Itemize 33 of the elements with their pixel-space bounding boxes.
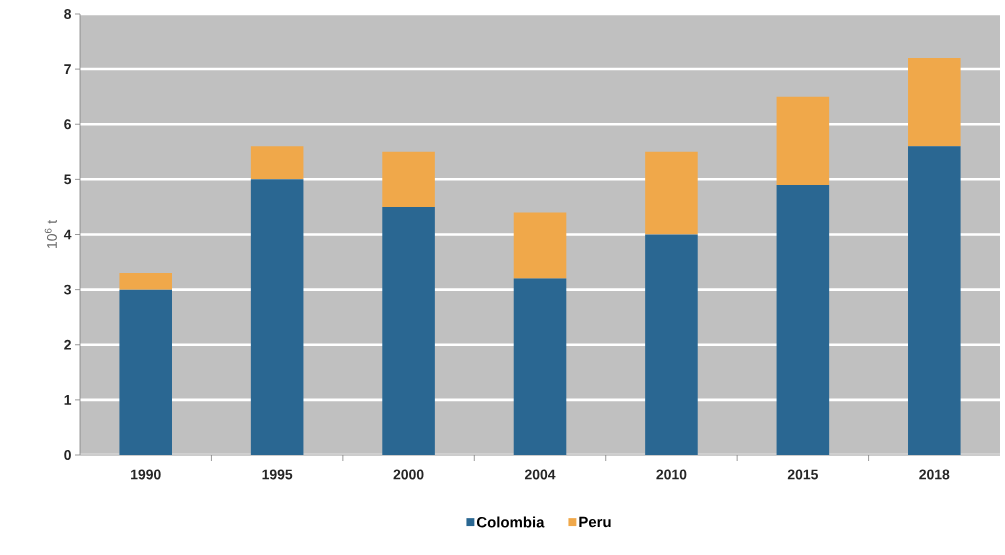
x-tick-label: 2010 (656, 469, 687, 480)
bar (382, 206, 435, 455)
bar (119, 289, 172, 455)
bar (776, 184, 830, 455)
legend-label: Colombia (476, 516, 545, 528)
x-tick-label: 2015 (787, 469, 818, 480)
y-tick-label: 1 (64, 395, 72, 405)
legend-label: Peru (579, 516, 611, 528)
bar (119, 273, 172, 290)
x-tick-label: 2000 (393, 469, 424, 480)
y-tick-label: 5 (64, 174, 72, 185)
y-tick-label: 6 (64, 119, 71, 130)
y-tick-label: 7 (64, 64, 71, 74)
y-tick-label: 8 (64, 9, 72, 19)
bar (250, 179, 304, 455)
bar (908, 146, 961, 455)
x-tick-label: 1990 (131, 469, 161, 480)
bar (645, 234, 698, 455)
bar (250, 146, 304, 180)
bar (908, 58, 961, 147)
x-tick-label: 2004 (524, 469, 556, 480)
y-tick-label: 3 (64, 284, 71, 295)
bar (513, 212, 567, 279)
y-tick-label: 2 (64, 339, 71, 350)
bar (645, 151, 698, 235)
x-tick-label: 1995 (262, 469, 293, 480)
y-tick-label: 4 (63, 229, 72, 240)
y-axis-title: 10$^{6}$ t (44, 220, 57, 249)
bar (776, 96, 830, 185)
bar (382, 151, 435, 207)
x-tick-label: 2018 (919, 469, 950, 480)
y-tick-label: 0 (64, 450, 71, 460)
bar (513, 278, 567, 455)
